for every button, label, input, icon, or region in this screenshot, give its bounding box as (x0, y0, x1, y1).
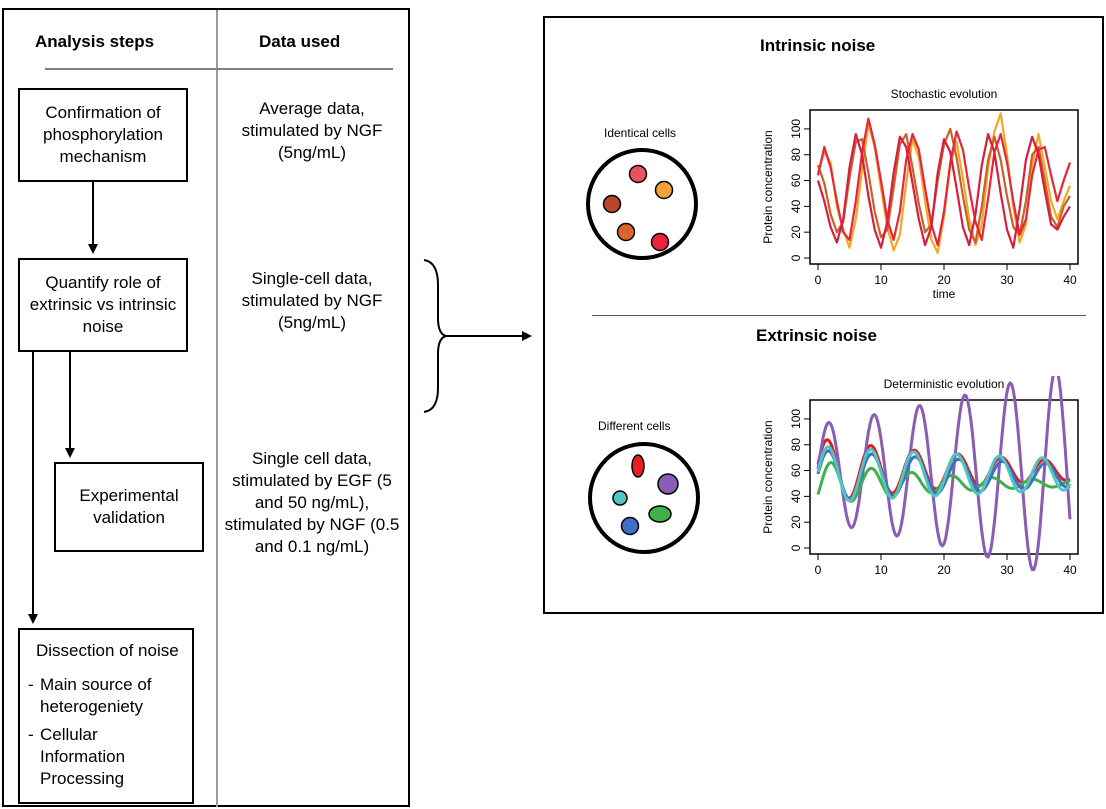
data-used-3: Single cell data, stimulated by EGF (5 a… (224, 449, 400, 556)
chart-title: Deterministic evolution (884, 377, 1005, 391)
cell-1 (631, 454, 645, 478)
series-line-2 (816, 376, 1072, 572)
y-tick-label: 20 (789, 225, 803, 239)
cell-3 (612, 490, 628, 506)
step-confirmation-box: Confirmation of phosphorylation mechanis… (18, 88, 188, 182)
cell-5 (650, 232, 670, 252)
x-axis-label: time (933, 287, 956, 301)
bullet-text: Cellular Information Processing (40, 725, 126, 788)
x-tick-label: 0 (815, 273, 822, 287)
step-validation-box: Experimental validation (54, 462, 204, 552)
identical-cells-label: Identical cells (604, 126, 677, 140)
extrinsic-noise-title: Extrinsic noise (756, 326, 877, 345)
data-used-header: Data used (259, 32, 341, 51)
step-quantify-box: Quantify role of extrinsic vs intrinsic … (18, 258, 188, 352)
intrinsic-noise-title: Intrinsic noise (760, 36, 876, 55)
y-tick-label: 0 (789, 254, 803, 261)
header-divider (45, 68, 393, 70)
y-tick-label: 40 (789, 489, 803, 503)
identical-cells-dish (586, 148, 698, 260)
analysis-steps-header: Analysis steps (35, 32, 155, 51)
y-axis-label: Protein concentration (761, 420, 775, 533)
x-tick-label: 20 (937, 273, 951, 287)
curly-brace (423, 259, 447, 413)
cell-4 (616, 222, 636, 242)
stochastic-chart: Stochastic evolution 0 10 20 30 40 0 20 40 60 80 10… (761, 87, 1079, 301)
x-tick-label: 30 (1000, 563, 1014, 577)
table-column-divider (216, 10, 218, 807)
x-tick-label: 40 (1063, 563, 1077, 577)
cell-2 (654, 180, 674, 200)
y-tick-label: 60 (789, 464, 803, 478)
data-used-2: Single-cell data, stimulated by NGF (5ng… (241, 269, 383, 332)
x-tick-label: 40 (1063, 273, 1077, 287)
data-used-1: Average data, stimulated by NGF (5ng/mL) (241, 99, 383, 162)
cell-3 (602, 194, 622, 214)
bullet-mark: - (28, 675, 34, 694)
different-cells-label: Different cells (598, 419, 671, 433)
panel-divider (592, 315, 1086, 316)
dissection-bullet-2: - Cellular Information Processing (28, 724, 184, 790)
x-tick-label: 10 (874, 563, 888, 577)
series-line-3 (816, 117, 1072, 247)
series-line-2 (816, 127, 1071, 244)
chart-title: Stochastic evolution (891, 87, 998, 101)
x-tick-label: 0 (815, 563, 822, 577)
series-line-5 (816, 445, 1072, 503)
y-tick-label: 100 (789, 409, 803, 429)
bullet-text: Main source of heterogeniety (40, 675, 152, 716)
y-tick-label: 100 (789, 119, 803, 139)
dissection-title: Dissection of noise (36, 641, 179, 660)
series-line-4 (816, 133, 1071, 249)
cell-2 (657, 473, 679, 495)
flow-arrows (28, 182, 532, 624)
bullet-mark: - (28, 725, 34, 744)
dissection-bullet-1: - Main source of heterogeniety (28, 674, 184, 718)
y-axis-label: Protein concentration (761, 130, 775, 243)
deterministic-chart: Deterministic evolution 0 10 20 30 40 0 20 40 60 8… (761, 376, 1079, 577)
y-tick-label: 80 (789, 148, 803, 162)
cell-5 (648, 505, 672, 523)
y-tick-label: 60 (789, 174, 803, 188)
step-dissection-box: Dissection of noise - Main source of het… (18, 628, 194, 804)
y-tick-label: 20 (789, 515, 803, 529)
cell-4 (620, 516, 640, 536)
y-tick-label: 0 (789, 544, 803, 551)
x-tick-label: 10 (874, 273, 888, 287)
different-cells-dish (588, 442, 700, 554)
x-tick-label: 20 (937, 563, 951, 577)
y-tick-label: 40 (789, 199, 803, 213)
cell-1 (628, 164, 648, 184)
y-tick-label: 80 (789, 438, 803, 452)
x-tick-label: 30 (1000, 273, 1014, 287)
